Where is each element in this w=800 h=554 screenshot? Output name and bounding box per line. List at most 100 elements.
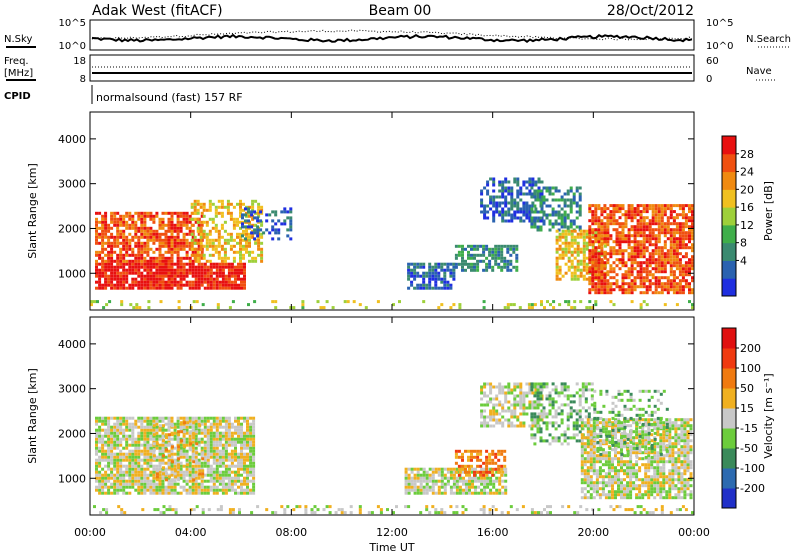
heatmap-cell (137, 283, 141, 287)
heatmap-cell (173, 491, 177, 495)
heatmap-cell (211, 226, 215, 230)
heatmap-cell (663, 264, 667, 268)
heatmap-cell (569, 406, 573, 410)
heatmap-cell (539, 198, 543, 202)
heatmap-cell (205, 238, 209, 242)
heatmap-cell (200, 268, 204, 272)
heatmap-cell (663, 222, 667, 226)
heatmap-cell (609, 267, 613, 271)
heatmap-cell (681, 216, 685, 220)
heatmap-cell (585, 232, 589, 236)
heatmap-cell (645, 204, 649, 208)
nave-tick-bottom: 0 (706, 74, 712, 85)
heatmap-cell (101, 476, 105, 480)
heatmap-cell (221, 464, 225, 468)
heatmap-cell (146, 283, 150, 287)
heatmap-cell (492, 482, 496, 486)
heatmap-cell (492, 216, 496, 220)
heatmap-cell (558, 244, 562, 248)
heatmap-cell (558, 277, 562, 281)
heatmap-cell (606, 270, 610, 274)
heatmap-cell (588, 267, 592, 271)
heatmap-cell (612, 267, 616, 271)
heatmap-cell (104, 476, 108, 480)
heatmap-cell (691, 267, 694, 271)
heatmap-cell (214, 229, 218, 233)
heatmap-cell (492, 213, 496, 217)
heatmap-cell (684, 264, 688, 268)
heatmap-cell (221, 443, 225, 447)
heatmap-cell (491, 250, 495, 254)
heatmap-cell (152, 446, 156, 450)
heatmap-cell (663, 204, 667, 208)
heatmap-cell (639, 261, 643, 265)
heatmap-cell (122, 488, 126, 492)
heatmap-cell (134, 268, 138, 272)
heatmap-cell (199, 229, 203, 233)
heatmap-cell (636, 261, 640, 265)
heatmap-cell (212, 455, 216, 459)
heatmap-cell (413, 286, 417, 290)
heatmap-cell (116, 434, 120, 438)
heatmap-cell (137, 461, 141, 465)
heatmap-cell (137, 247, 141, 251)
heatmap-cell (407, 476, 411, 480)
heatmap-cell (116, 422, 120, 426)
heatmap-cell (606, 234, 610, 238)
heatmap-cell (189, 448, 193, 452)
heatmap-cell (146, 265, 150, 269)
heatmap-cell (158, 286, 162, 290)
heatmap-cell (482, 473, 486, 477)
heatmap-cell (642, 210, 646, 214)
heatmap-cell (452, 271, 456, 275)
heatmap-cell (137, 268, 141, 272)
heatmap-cell (149, 416, 153, 420)
heatmap-cell (241, 225, 244, 229)
heatmap-cell (215, 265, 219, 269)
heatmap-cell (95, 446, 98, 450)
heatmap-cell (188, 437, 192, 441)
heatmap-cell (654, 243, 658, 247)
heatmap-cell (257, 205, 261, 209)
heatmap-cell (131, 449, 135, 453)
heatmap-cell (688, 246, 691, 250)
heatmap-cell (107, 241, 111, 245)
heatmap-cell (206, 419, 210, 423)
heatmap-cell (579, 259, 583, 263)
heatmap-cell (246, 470, 249, 474)
heatmap-cell (528, 216, 532, 220)
heatmap-cell (122, 485, 126, 489)
heatmap-cell (495, 394, 499, 398)
heatmap-cell (483, 204, 487, 208)
heatmap-cell (691, 288, 694, 292)
heatmap-cell (209, 428, 213, 432)
heatmap-cell (122, 277, 126, 281)
heatmap-cell (147, 306, 151, 310)
heatmap-cell (161, 286, 165, 290)
heatmap-cell (454, 455, 458, 459)
heatmap-cell (343, 300, 347, 304)
heatmap-cell (239, 253, 242, 257)
heatmap-cell (618, 207, 622, 211)
heatmap-cell (194, 220, 198, 224)
heatmap-cell (167, 217, 171, 221)
heatmap-cell (416, 271, 420, 275)
heatmap-cell (185, 467, 189, 471)
heatmap-cell (149, 274, 153, 278)
heatmap-cell (503, 449, 507, 453)
heatmap-cell (113, 271, 117, 275)
heatmap-cell (491, 452, 495, 456)
heatmap-cell (252, 467, 256, 471)
heatmap-cell (229, 214, 233, 218)
heatmap-cell (167, 256, 171, 260)
heatmap-cell (479, 449, 483, 453)
heatmap-cell (587, 415, 591, 419)
heatmap-cell (104, 253, 108, 257)
heatmap-cell (422, 488, 426, 492)
heatmap-cell (476, 449, 480, 453)
heatmap-cell (591, 213, 595, 217)
heatmap-cell (251, 235, 255, 239)
heatmap-cell (229, 244, 233, 248)
heatmap-cell (516, 189, 520, 193)
